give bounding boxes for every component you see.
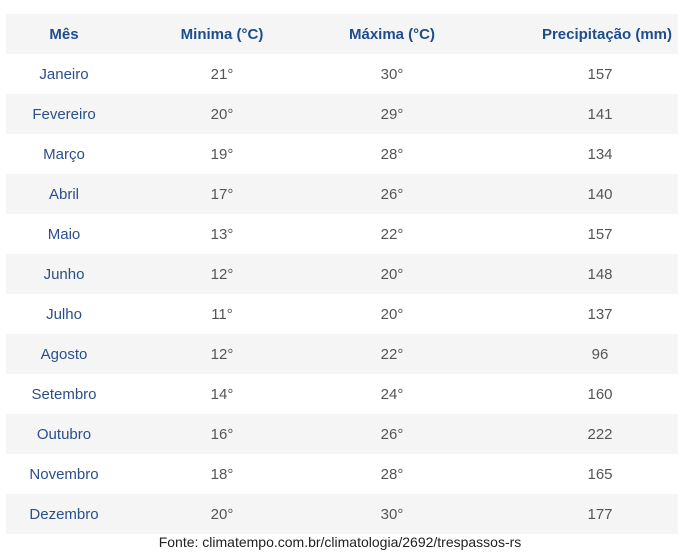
cell-precip: 141 (587, 105, 613, 123)
header-precip: Precipitação (mm) (541, 25, 672, 43)
cell-month: Agosto (40, 345, 88, 363)
cell-min: 21° (210, 65, 234, 83)
cell-precip: 160 (587, 385, 613, 403)
cell-month: Junho (43, 265, 85, 283)
cell-max: 22° (380, 345, 404, 363)
table-row: Junho 12° 20° 148 (6, 254, 678, 294)
cell-max: 24° (380, 385, 404, 403)
cell-max: 26° (380, 425, 404, 443)
cell-min: 17° (210, 185, 234, 203)
table-row: Setembro 14° 24° 160 (6, 374, 678, 414)
cell-precip: 137 (587, 305, 613, 323)
table-header: Mês Minima (°C) Máxima (°C) Precipitação… (6, 14, 678, 54)
cell-month: Março (43, 145, 85, 163)
cell-max: 30° (380, 505, 404, 523)
cell-max: 22° (380, 225, 404, 243)
header-month: Mês (49, 25, 79, 43)
table-row: Agosto 12° 22° 96 (6, 334, 678, 374)
cell-month: Fevereiro (32, 105, 96, 123)
header-min: Minima (°C) (180, 25, 264, 43)
cell-month: Janeiro (39, 65, 89, 83)
cell-min: 13° (210, 225, 234, 243)
table-row: Abril 17° 26° 140 (6, 174, 678, 214)
cell-max: 28° (380, 145, 404, 163)
cell-precip: 177 (587, 505, 613, 523)
cell-precip: 96 (591, 345, 609, 363)
cell-precip: 148 (587, 265, 613, 283)
cell-month: Julho (46, 305, 82, 323)
table-row: Março 19° 28° 134 (6, 134, 678, 174)
cell-precip: 165 (587, 465, 613, 483)
cell-min: 11° (211, 305, 233, 323)
cell-month: Outubro (36, 425, 92, 443)
cell-min: 19° (210, 145, 234, 163)
cell-month: Maio (47, 225, 81, 243)
cell-precip: 134 (587, 145, 613, 163)
cell-min: 16° (210, 425, 234, 443)
cell-month: Setembro (31, 385, 97, 403)
cell-min: 14° (210, 385, 234, 403)
cell-max: 20° (380, 265, 404, 283)
cell-min: 12° (210, 265, 234, 283)
cell-month: Abril (48, 185, 79, 203)
header-max: Máxima (°C) (348, 25, 435, 43)
table-row: Janeiro 21° 30° 157 (6, 54, 678, 94)
cell-month: Dezembro (29, 505, 99, 523)
cell-max: 20° (380, 305, 404, 323)
cell-precip: 157 (587, 225, 613, 243)
table-row: Outubro 16° 26° 222 (6, 414, 678, 454)
table-row: Dezembro 20° 30° 177 (6, 494, 678, 534)
cell-max: 28° (380, 465, 404, 483)
cell-min: 20° (210, 505, 234, 523)
cell-month: Novembro (29, 465, 99, 483)
table-row: Maio 13° 22° 157 (6, 214, 678, 254)
table-row: Julho 11° 20° 137 (6, 294, 678, 334)
cell-precip: 140 (587, 185, 613, 203)
cell-min: 12° (210, 345, 234, 363)
cell-max: 30° (380, 65, 404, 83)
cell-max: 26° (380, 185, 404, 203)
cell-precip: 157 (587, 65, 613, 83)
table-row: Novembro 18° 28° 165 (6, 454, 678, 494)
cell-min: 20° (210, 105, 234, 123)
cell-precip: 222 (587, 425, 613, 443)
cell-max: 29° (380, 105, 404, 123)
cell-min: 18° (210, 465, 234, 483)
climate-table: Mês Minima (°C) Máxima (°C) Precipitação… (6, 14, 678, 534)
source-caption: Fonte: climatempo.com.br/climatologia/26… (158, 534, 522, 550)
table-row: Fevereiro 20° 29° 141 (6, 94, 678, 134)
